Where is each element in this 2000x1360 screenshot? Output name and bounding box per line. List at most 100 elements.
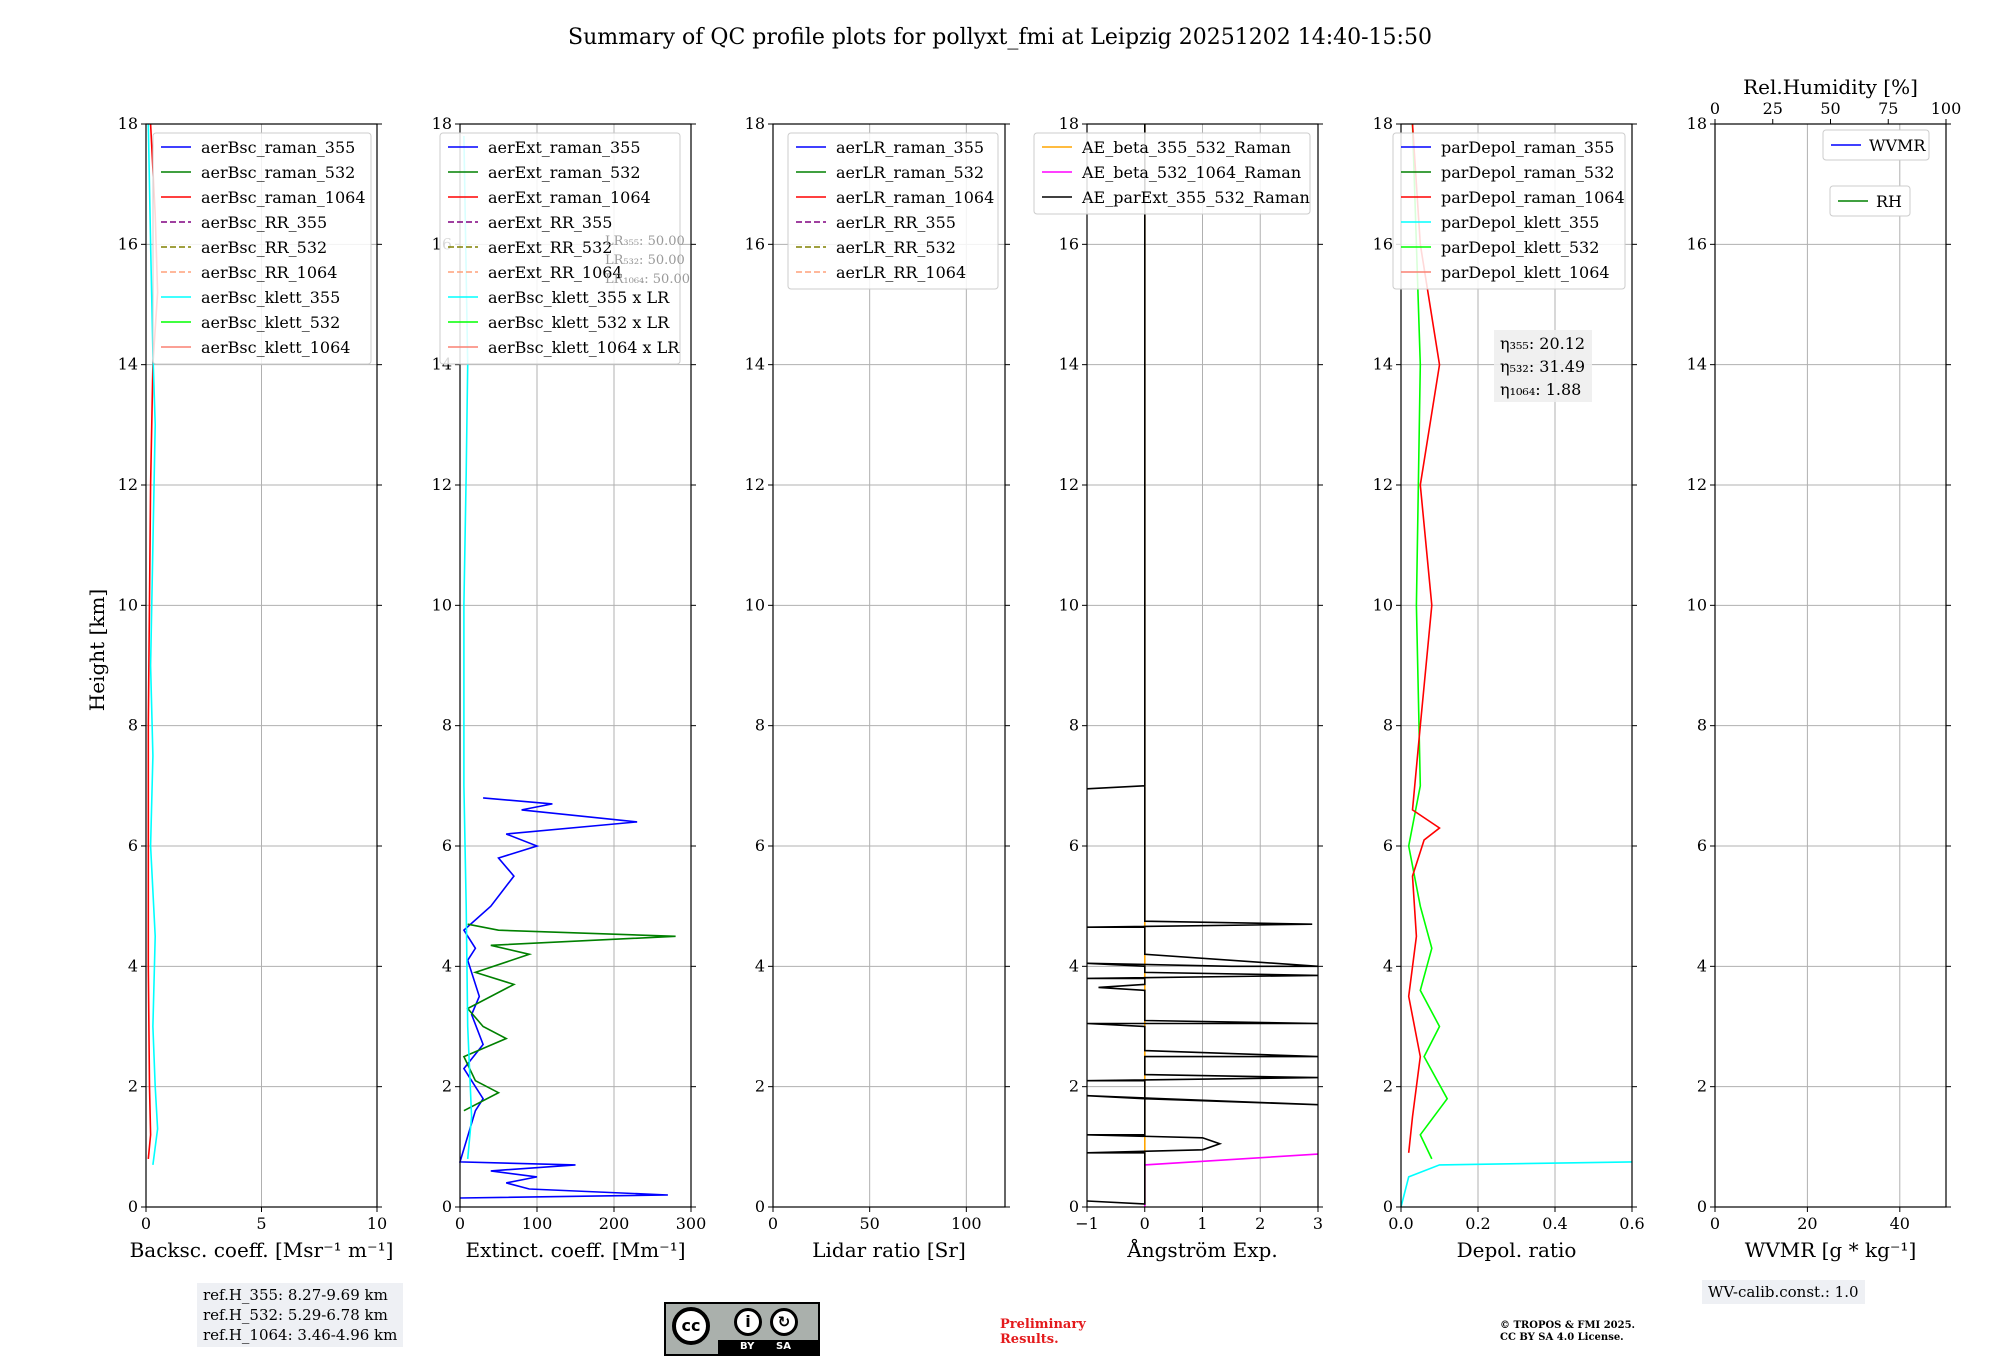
- x-axis-label: Depol. ratio: [1457, 1238, 1577, 1262]
- lr-annotation: LR₃₅₅: 50.00: [605, 234, 685, 249]
- y-tick-label: 2: [442, 1077, 452, 1096]
- eta-box: [1494, 330, 1592, 402]
- legend-label: aerBsc_raman_1064: [201, 188, 366, 207]
- series-aerExt_raman_532: [462, 923, 676, 1112]
- legend-box: [1392, 132, 1626, 290]
- by-label: BY: [740, 1341, 755, 1352]
- x-tick-label: 100: [951, 1214, 982, 1233]
- copyright-note: © TROPOS & FMI 2025. CC BY SA 4.0 Licens…: [1500, 1320, 1635, 1344]
- x-tick-label: 40: [1890, 1214, 1910, 1233]
- eta-annotation: η₃₅₅: 20.12: [1500, 334, 1585, 353]
- legend-label: aerBsc_klett_532: [201, 313, 340, 332]
- y-tick-label: 16: [745, 234, 765, 253]
- x-tick-label: −1: [1075, 1214, 1099, 1233]
- share-alike-icon: ↻: [770, 1308, 798, 1336]
- top-x-tick-label: 25: [1763, 99, 1783, 118]
- y-tick-label: 12: [745, 475, 765, 494]
- legend-label: parDepol_raman_1064: [1441, 188, 1625, 207]
- copyright-line-1: © TROPOS & FMI 2025.: [1500, 1320, 1636, 1331]
- x-tick-label: 3: [1313, 1214, 1323, 1233]
- y-tick-label: 4: [1069, 956, 1079, 975]
- y-tick-label: 12: [1059, 475, 1079, 494]
- y-tick-label: 0: [1697, 1197, 1707, 1216]
- y-tick-label: 6: [1383, 836, 1393, 855]
- legend-label: parDepol_klett_1064: [1441, 263, 1610, 282]
- legend-label: AE_parExt_355_532_Raman: [1081, 188, 1310, 207]
- y-tick-label: 10: [118, 595, 138, 614]
- legend-label: parDepol_raman_355: [1441, 138, 1614, 157]
- legend-label: aerBsc_klett_1064 x LR: [488, 338, 680, 357]
- legend-label: aerBsc_klett_1064: [201, 338, 350, 357]
- legend-label: aerBsc_klett_355: [201, 288, 340, 307]
- legend-label: AE_beta_532_1064_Raman: [1081, 163, 1301, 182]
- ref-height-box: ref.H_355: 8.27-9.69 km ref.H_532: 5.29-…: [197, 1283, 404, 1347]
- y-tick-label: 6: [442, 836, 452, 855]
- series-parDepol_klett_355: [1400, 1161, 1633, 1208]
- x-tick-label: 10: [367, 1214, 387, 1233]
- y-tick-label: 8: [442, 716, 452, 735]
- x-tick-label: 20: [1797, 1214, 1817, 1233]
- x-tick-label: 100: [522, 1214, 553, 1233]
- cc-logo-icon: cc: [672, 1307, 710, 1345]
- y-tick-label: 2: [1383, 1077, 1393, 1096]
- series-aerBsc_klett_355 x LR: [463, 135, 473, 1159]
- y-tick-label: 14: [118, 355, 138, 374]
- by-person-icon: i: [734, 1308, 762, 1336]
- cc-license-logo: cc i ↻ BY SA: [664, 1302, 820, 1356]
- legend-label: parDepol_raman_532: [1441, 163, 1614, 182]
- lr-annotation: LR₁₀₆₄: 50.00: [605, 272, 690, 287]
- top-x-tick-label: 100: [1931, 99, 1962, 118]
- top-x-tick-label: 50: [1820, 99, 1840, 118]
- copyright-line-2: CC BY SA 4.0 License.: [1500, 1332, 1624, 1343]
- preliminary-line-2: Results.: [1000, 1332, 1059, 1347]
- y-tick-label: 12: [432, 475, 452, 494]
- x-tick-label: 0.2: [1465, 1214, 1490, 1233]
- legend-label: aerBsc_RR_532: [201, 238, 327, 257]
- legend-label: aerExt_RR_355: [488, 213, 612, 232]
- sa-label: SA: [776, 1341, 791, 1352]
- figure-title: Summary of QC profile plots for pollyxt_…: [568, 25, 1432, 50]
- legend-box: [1822, 129, 1930, 161]
- y-tick-label: 10: [1059, 595, 1079, 614]
- panel-5: 0 2 4 6 8 10 12 14 16 18 0.0 0.2 0.4 0.6 Depol. ratio p…: [1373, 114, 1645, 1262]
- y-tick-label: 16: [1373, 234, 1393, 253]
- legend-label: AE_beta_355_532_Raman: [1081, 138, 1291, 157]
- y-tick-label: 14: [1687, 355, 1707, 374]
- y-tick-label: 12: [118, 475, 138, 494]
- x-tick-label: 0: [141, 1214, 151, 1233]
- legend-label: RH: [1876, 192, 1902, 211]
- panel-3: 0 2 4 6 8 10 12 14 16 18 0 50 100 Lidar ratio [Sr] aer…: [745, 114, 1010, 1262]
- x-tick-label: 1: [1197, 1214, 1207, 1233]
- x-tick-label: 0.0: [1388, 1214, 1413, 1233]
- y-tick-label: 14: [1059, 355, 1079, 374]
- y-tick-label: 10: [1687, 595, 1707, 614]
- y-tick-label: 10: [745, 595, 765, 614]
- wv-calib-box: WV-calib.const.: 1.0: [1702, 1280, 1865, 1304]
- y-tick-label: 12: [1373, 475, 1393, 494]
- y-tick-label: 18: [1687, 114, 1707, 133]
- y-tick-label: 2: [755, 1077, 765, 1096]
- legend-box: [439, 132, 681, 365]
- x-tick-label: 0: [1710, 1214, 1720, 1233]
- legend-label: aerExt_RR_532: [488, 238, 612, 257]
- y-tick-label: 2: [1697, 1077, 1707, 1096]
- x-tick-label: 0.4: [1542, 1214, 1567, 1233]
- x-tick-label: 0.6: [1619, 1214, 1644, 1233]
- legend-label: aerLR_raman_532: [836, 163, 984, 182]
- eta-annotation: η₅₃₂: 31.49: [1500, 357, 1585, 376]
- x-tick-label: 50: [859, 1214, 879, 1233]
- y-tick-label: 8: [1069, 716, 1079, 735]
- axes-frame: [459, 123, 692, 1208]
- y-tick-label: 16: [1059, 234, 1079, 253]
- legend-box: [787, 132, 999, 290]
- y-tick-label: 8: [1383, 716, 1393, 735]
- y-tick-label: 4: [1697, 956, 1707, 975]
- y-tick-label: 14: [745, 355, 765, 374]
- eta-annotation: η₁₀₆₄: 1.88: [1500, 380, 1581, 399]
- y-tick-label: 4: [442, 956, 452, 975]
- legend-box: [1033, 132, 1311, 215]
- legend-box: [152, 132, 372, 365]
- panel-2: 0246810121416180100200300Extinct. coeff.…: [432, 114, 707, 1262]
- y-tick-label: 16: [118, 234, 138, 253]
